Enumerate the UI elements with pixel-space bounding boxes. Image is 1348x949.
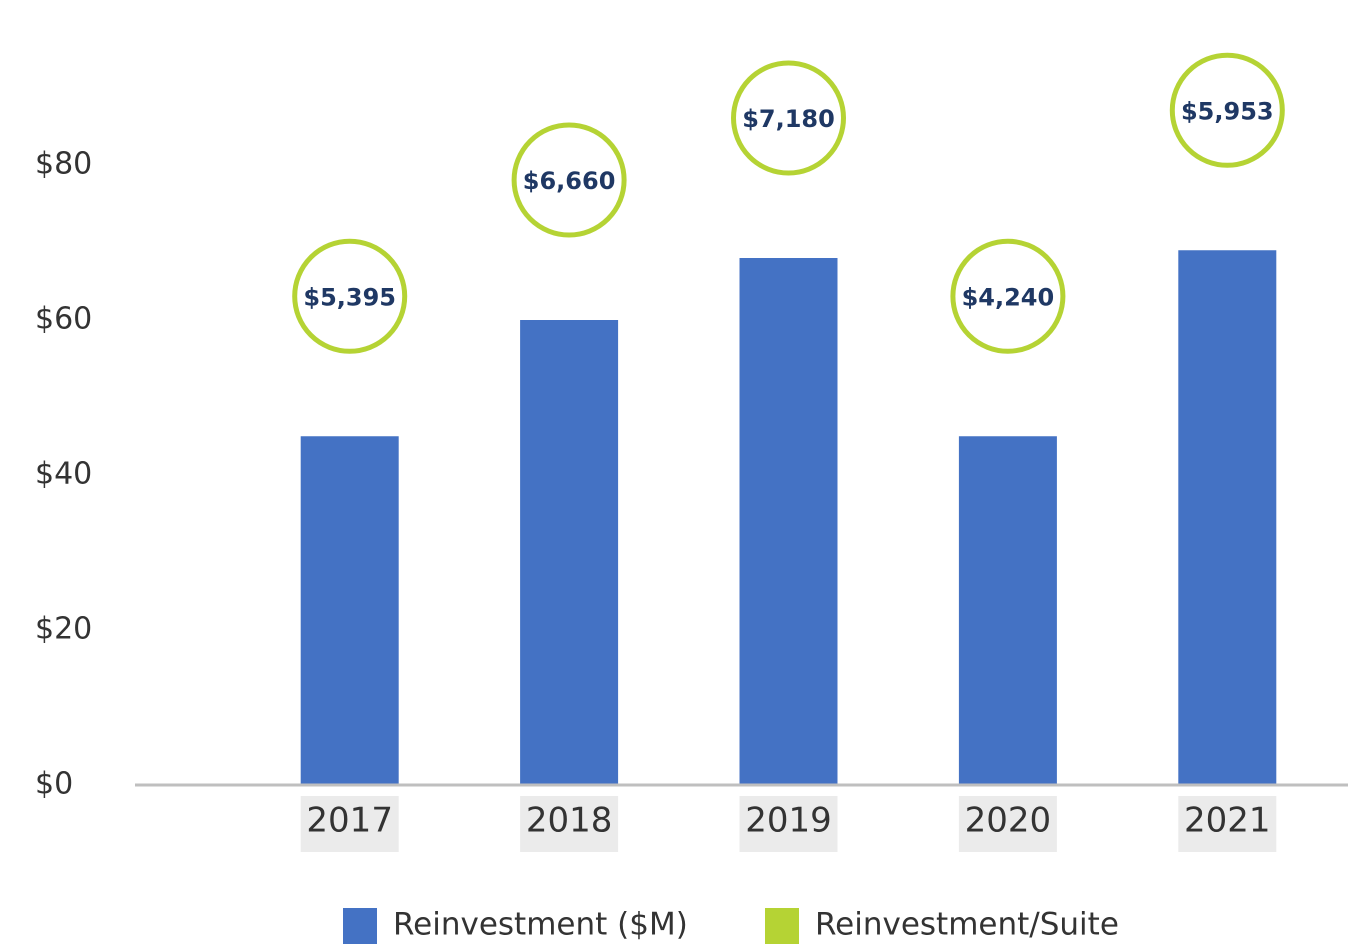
y-tick-label: $20 <box>35 612 92 647</box>
bar <box>1178 250 1277 785</box>
category-box <box>958 796 1057 852</box>
suite-label: $7,180 <box>742 105 835 133</box>
bar <box>739 258 838 785</box>
suite-circle <box>292 238 408 354</box>
y-tick-label: $40 <box>35 457 92 492</box>
legend-swatch <box>343 908 377 944</box>
bar <box>958 436 1057 785</box>
legend-label: Reinvestment ($M) <box>393 907 688 943</box>
bar <box>520 320 619 785</box>
bar <box>300 436 399 785</box>
x-tick-label: 2019 <box>745 801 832 841</box>
category-box <box>739 796 838 852</box>
suite-circle <box>511 122 627 238</box>
suite-label: $5,953 <box>1181 97 1274 125</box>
suite-label: $4,240 <box>962 283 1055 311</box>
y-tick-label: $0 <box>35 767 73 802</box>
x-tick-label: 2018 <box>526 801 613 841</box>
suite-circle <box>731 60 846 176</box>
x-tick-label: 2017 <box>306 801 393 841</box>
suite-label: $6,660 <box>523 167 616 195</box>
suite-label: $5,395 <box>303 283 396 311</box>
suite-circle <box>950 238 1066 354</box>
category-box <box>1178 796 1277 852</box>
category-box <box>520 796 619 852</box>
x-tick-label: 2020 <box>965 801 1052 841</box>
y-tick-label: $80 <box>35 147 92 182</box>
category-box <box>300 796 399 852</box>
suite-circle <box>1169 52 1285 168</box>
legend-swatch <box>765 908 799 944</box>
y-tick-label: $60 <box>35 302 92 337</box>
legend-label: Reinvestment/Suite <box>815 907 1119 943</box>
x-tick-label: 2021 <box>1184 801 1271 841</box>
